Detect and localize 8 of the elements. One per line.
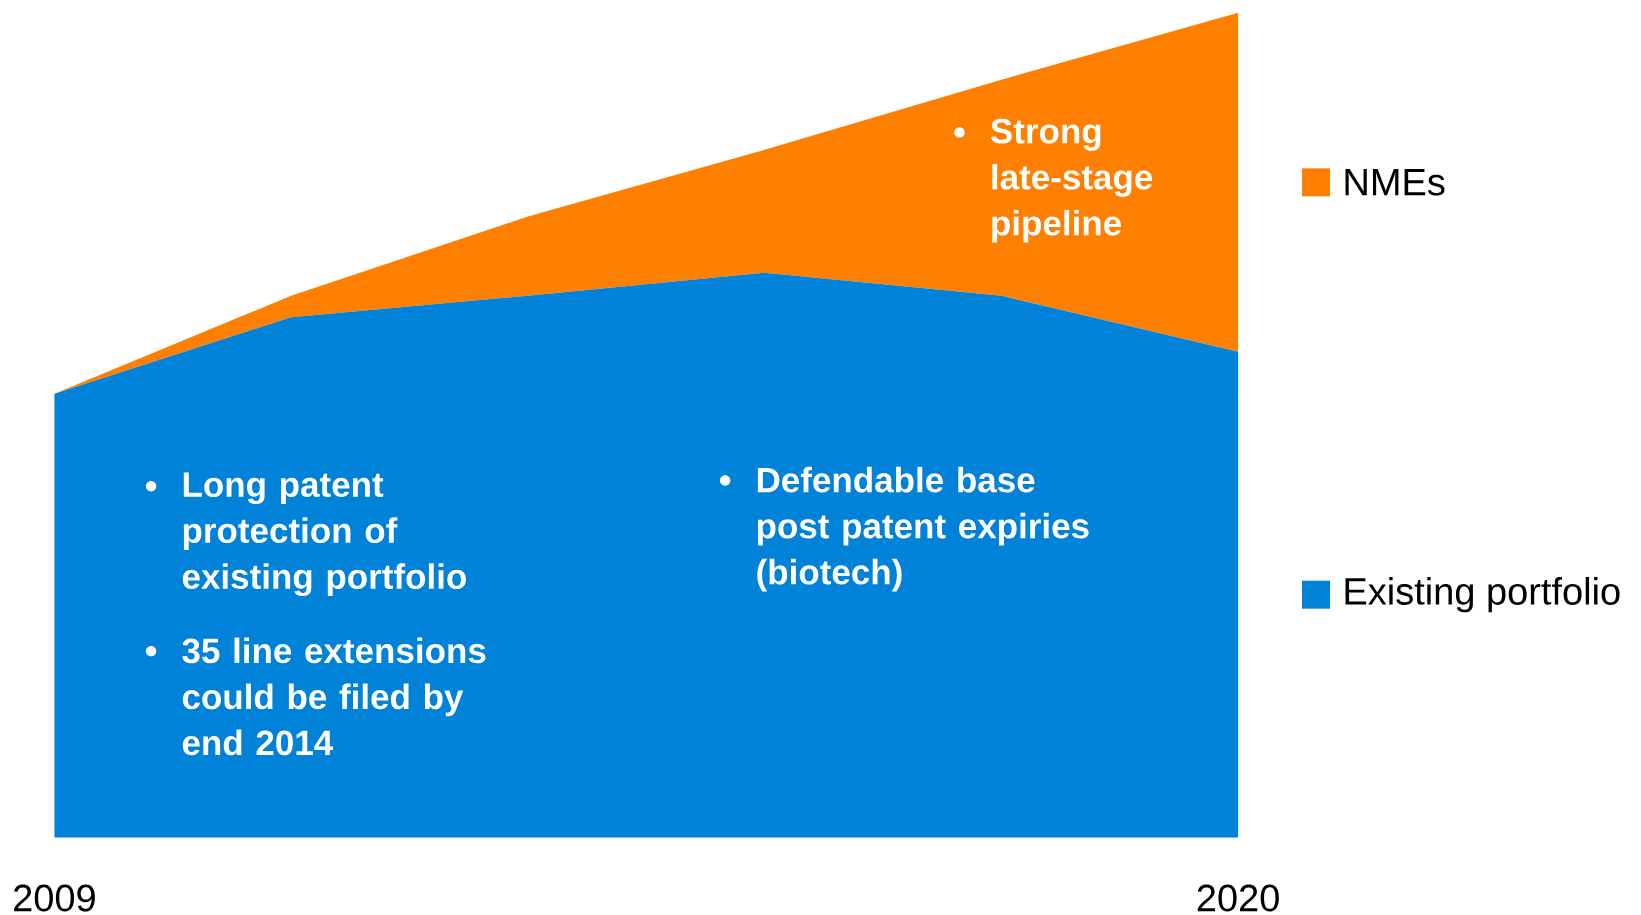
legend-label: Existing portfolio (1345, 576, 1620, 613)
x-tick-label: 2009 (14, 884, 95, 912)
annotation: 35 line extensions could be filed by end 2014 (182, 637, 486, 756)
x-tick-label: 2020 (1197, 884, 1279, 912)
annotation: Strong late-stage pipeline (990, 118, 1153, 243)
annotation: Defendable base post patent expiries (biotech) (757, 466, 1089, 592)
annotation: Long patent protection of existing portfolio (182, 472, 466, 597)
legend-label: NMEs (1345, 169, 1445, 196)
